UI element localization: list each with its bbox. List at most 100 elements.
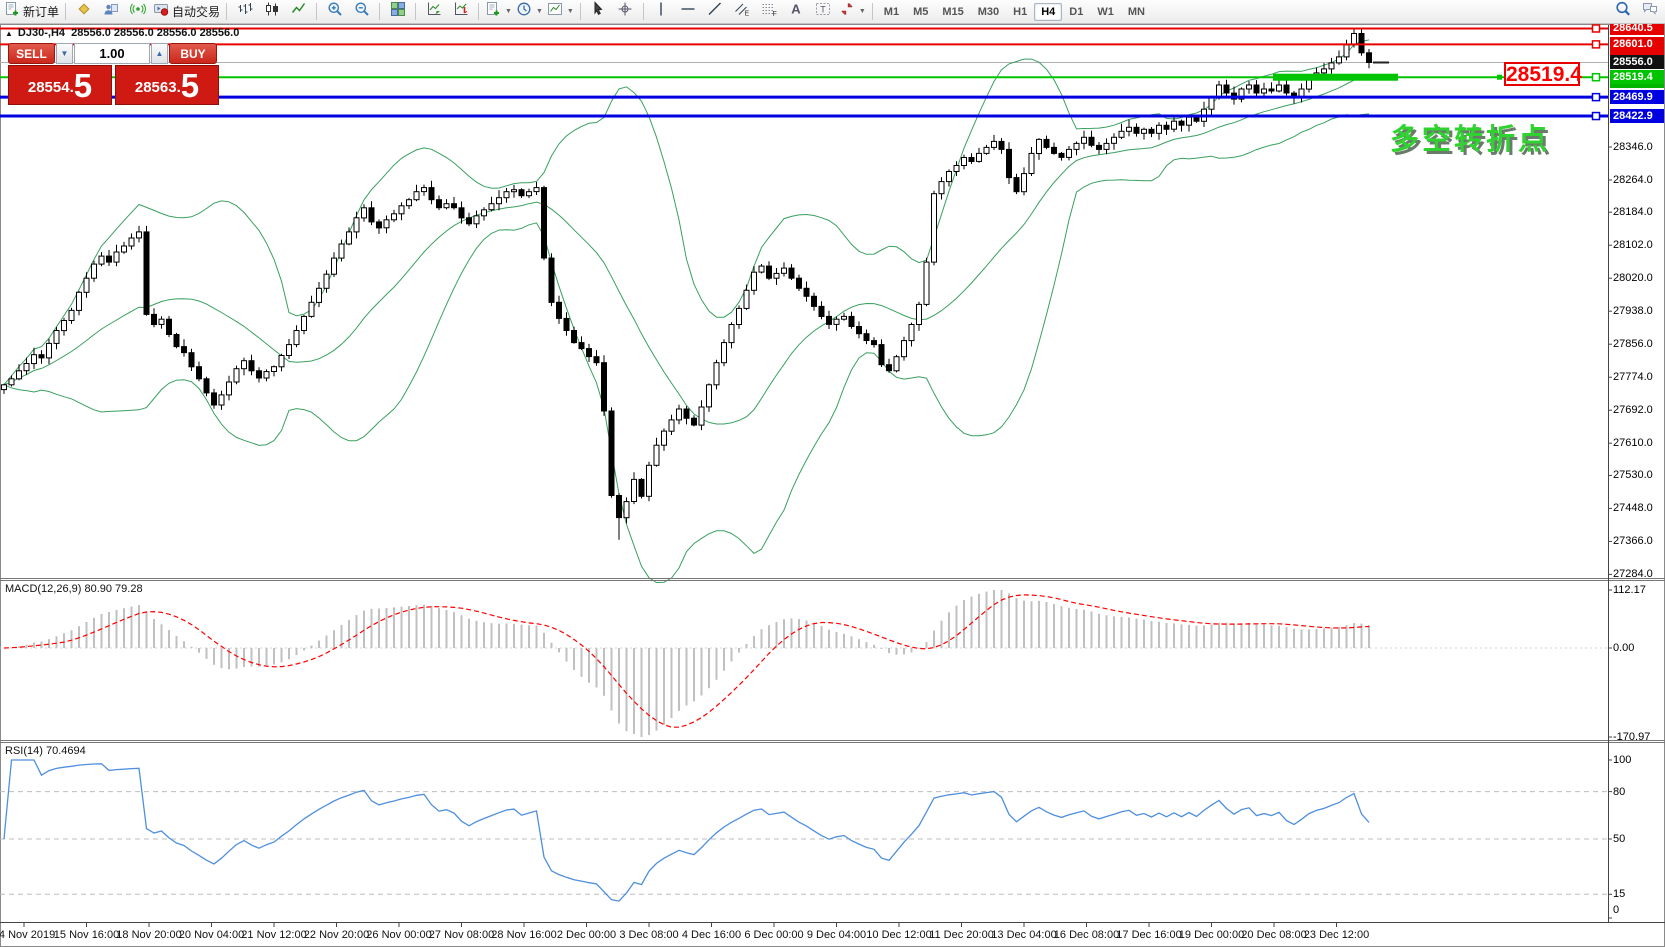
sell-price-box[interactable]: 28554. 5 — [8, 65, 112, 105]
timeframe-button-h4[interactable]: H4 — [1034, 2, 1063, 21]
dropdown-arrow-icon[interactable]: ▼ — [535, 8, 543, 15]
line-chart-button[interactable] — [285, 1, 312, 22]
svg-text:F: F — [773, 11, 777, 17]
periods-button[interactable]: ▼ — [514, 1, 545, 22]
metaeditor-icon — [76, 1, 92, 22]
toolbar-separator — [226, 3, 228, 20]
rsi-axis-tick-label: 100 — [1613, 754, 1632, 766]
text-label-icon: T — [815, 1, 831, 22]
indicators-button[interactable]: ▼ — [483, 1, 514, 22]
new-order-button-label: 新订单 — [23, 5, 60, 19]
timeframe-button-m30[interactable]: M30 — [977, 5, 1000, 18]
text-button[interactable]: A — [783, 1, 810, 22]
time-axis-label: 27 Nov 08:00 — [428, 929, 495, 941]
trendline-button[interactable] — [702, 1, 729, 22]
dropdown-arrow-icon[interactable]: ▼ — [505, 8, 512, 15]
autotrading-button[interactable]: 自动交易 — [151, 1, 222, 22]
timeframe-button-mn[interactable]: MN — [1127, 5, 1145, 18]
dropdown-arrow-icon[interactable]: ▼ — [566, 8, 574, 15]
buy-button[interactable]: BUY — [169, 43, 217, 64]
price-level-label: 28556.0 — [1610, 55, 1664, 70]
dropdown-arrow-icon[interactable]: ▼ — [858, 8, 866, 15]
price-level-label: 28469.9 — [1610, 90, 1664, 105]
horizontal-line-button[interactable] — [675, 1, 702, 22]
bar-chart-button[interactable] — [231, 1, 258, 22]
chart-title-text: DJ30-,H4 28556.0 28556.0 28556.0 28556.0 — [17, 27, 240, 39]
time-axis-label: 11 Dec 20:00 — [929, 929, 994, 941]
time-axis-label: 19 Dec 00:00 — [1178, 929, 1245, 941]
volume-input[interactable] — [74, 43, 150, 64]
svg-text:T: T — [821, 5, 827, 15]
time-axis-label: 17 Dec 16:00 — [1116, 929, 1182, 941]
auto-scroll-icon — [426, 1, 442, 22]
sell-button[interactable]: SELL — [8, 43, 55, 64]
arrows-button[interactable]: ▼ — [837, 1, 868, 22]
price-callout-label[interactable]: 28519.4 — [1504, 62, 1582, 86]
macd-axis-tick-label: 0.00 — [1613, 642, 1635, 654]
buy-price-box[interactable]: 28563. 5 — [115, 65, 219, 105]
tile-windows-button[interactable] — [384, 1, 411, 22]
signals-button[interactable] — [124, 1, 151, 22]
templates-button[interactable]: ▼ — [545, 1, 576, 22]
toolbar-separator — [65, 3, 67, 20]
periods-icon — [516, 1, 532, 22]
chat-icon — [1642, 1, 1658, 22]
search-icon — [1615, 1, 1631, 22]
timeframe-button-w1[interactable]: W1 — [1097, 5, 1114, 18]
zoom-in-button[interactable] — [321, 1, 348, 22]
profiles-button[interactable] — [97, 1, 124, 22]
price-level-label: 28519.4 — [1610, 70, 1664, 85]
price-axis-tick-label: 27448.0 — [1613, 502, 1653, 515]
timeframe-button-m1[interactable]: M1 — [883, 5, 900, 18]
chart-shift-button[interactable] — [447, 1, 474, 22]
vertical-line-button[interactable] — [648, 1, 675, 22]
volume-up-button[interactable]: ▲ — [151, 43, 168, 64]
equidistant-channel-icon: E — [734, 1, 750, 22]
timeframe-button-d1[interactable]: D1 — [1069, 5, 1084, 18]
candlestick-chart-button[interactable] — [258, 1, 285, 22]
equidistant-channel-button[interactable]: E — [729, 1, 756, 22]
chart-annotation-text[interactable]: 多空转折点 — [1390, 124, 1551, 156]
search-button[interactable] — [1609, 1, 1636, 22]
zoom-out-button[interactable] — [348, 1, 375, 22]
time-axis-label: 21 Nov 12:00 — [241, 929, 307, 941]
time-axis-label: 2 Dec 00:00 — [556, 929, 617, 941]
volume-down-button[interactable]: ▼ — [56, 43, 73, 64]
time-axis-label: 10 Dec 12:00 — [866, 929, 932, 941]
crosshair-button[interactable] — [612, 1, 639, 22]
price-level-label: 28640.5 — [1610, 21, 1664, 36]
time-axis-label: 15 Nov 16:00 — [53, 929, 120, 941]
zoom-in-icon — [327, 1, 343, 22]
price-axis-tick-label: 27284.0 — [1613, 568, 1653, 581]
price-axis-tick-label: 27530.0 — [1613, 469, 1653, 482]
time-axis-label: 26 Nov 00:00 — [366, 929, 432, 941]
indicators-icon — [485, 1, 501, 22]
timeframe-button-h1[interactable]: H1 — [1013, 5, 1028, 18]
time-axis-label: 28 Nov 16:00 — [491, 929, 557, 941]
timeframe-button-m5[interactable]: M5 — [913, 5, 929, 18]
price-axis-tick-label: 28264.0 — [1613, 174, 1653, 186]
text-label-button[interactable]: T — [810, 1, 837, 22]
chat-button[interactable] — [1636, 1, 1663, 22]
collapse-icon[interactable]: ▲ — [5, 28, 13, 38]
crosshair-icon — [617, 1, 633, 22]
price-level-label: 28601.0 — [1610, 37, 1664, 52]
auto-scroll-button[interactable] — [420, 1, 447, 22]
chart-title-bar: ▲ DJ30-,H4 28556.0 28556.0 28556.0 28556… — [5, 27, 239, 39]
timeframe-button-m15[interactable]: M15 — [942, 5, 964, 18]
toolbar-separator — [579, 3, 581, 20]
time-axis-label: 18 Nov 20:00 — [116, 929, 182, 941]
toolbar-separator — [379, 3, 381, 20]
cursor-button[interactable] — [585, 1, 612, 22]
price-axis-tick-label: 28184.0 — [1613, 206, 1653, 219]
candlestick-chart-icon — [264, 1, 280, 22]
new-order-button[interactable]: 新订单 — [2, 1, 61, 22]
text-icon: A — [788, 1, 804, 22]
buy-price-big: 5 — [180, 67, 200, 104]
signals-icon — [129, 1, 146, 22]
sell-price-main: 28554. — [27, 79, 74, 96]
fibonacci-button[interactable]: F — [756, 1, 783, 22]
metaeditor-button[interactable] — [70, 1, 97, 22]
fibonacci-icon: F — [761, 1, 777, 22]
